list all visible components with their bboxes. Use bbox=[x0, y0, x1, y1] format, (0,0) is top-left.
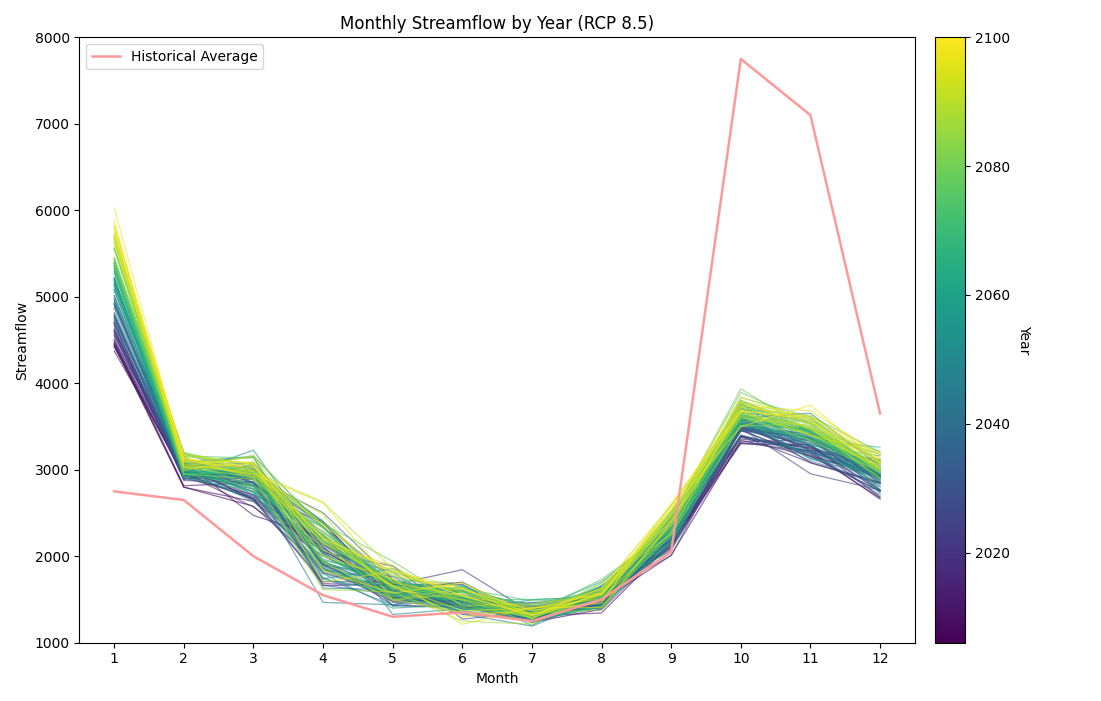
Y-axis label: Year: Year bbox=[1017, 325, 1031, 355]
Y-axis label: Streamflow: Streamflow bbox=[15, 301, 29, 379]
Historical Average bbox=[804, 111, 817, 119]
Historical Average bbox=[247, 552, 260, 560]
Historical Average bbox=[873, 409, 886, 418]
X-axis label: Month: Month bbox=[476, 672, 519, 686]
Historical Average bbox=[177, 496, 190, 504]
Legend: Historical Average: Historical Average bbox=[86, 44, 263, 69]
Historical Average bbox=[525, 617, 538, 625]
Historical Average bbox=[316, 591, 329, 599]
Line: Historical Average: Historical Average bbox=[115, 59, 880, 621]
Historical Average bbox=[386, 613, 400, 621]
Title: Monthly Streamflow by Year (RCP 8.5): Monthly Streamflow by Year (RCP 8.5) bbox=[340, 15, 654, 33]
Historical Average bbox=[665, 547, 678, 556]
Historical Average bbox=[595, 595, 608, 604]
Historical Average bbox=[108, 487, 121, 496]
Historical Average bbox=[734, 55, 748, 63]
Historical Average bbox=[456, 608, 469, 617]
